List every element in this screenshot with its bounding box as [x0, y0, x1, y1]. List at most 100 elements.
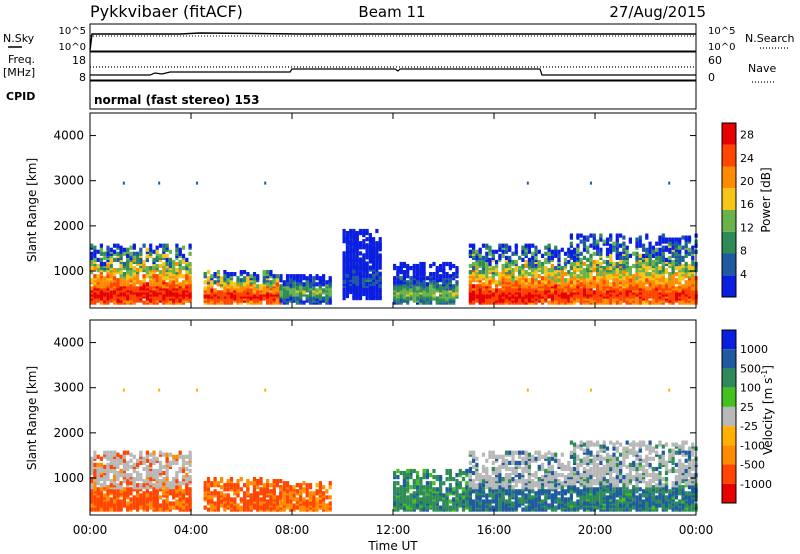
power-cell [378, 237, 382, 242]
power-cell [322, 288, 326, 293]
power-cell [419, 261, 423, 267]
power-cell [573, 284, 577, 289]
power-cell [615, 280, 619, 285]
nave-tick-low: 0 [708, 71, 715, 84]
power-cell [534, 249, 538, 254]
velocity-cell [103, 503, 107, 508]
power-cell [308, 296, 313, 301]
velocity-cell [537, 507, 541, 512]
velocity-cell [126, 487, 130, 492]
velocity-cell [149, 501, 153, 506]
freq-trace [90, 68, 696, 76]
power-cell [664, 257, 669, 262]
velocity-cell [544, 505, 548, 510]
velocity-cell [129, 473, 133, 478]
power-cell [550, 263, 554, 269]
power-cell [229, 272, 234, 277]
power-cell [109, 282, 113, 287]
freq-tick-high: 18 [72, 54, 86, 67]
velocity-cell [524, 450, 528, 455]
velocity-cell [256, 491, 260, 496]
velocity-cell [216, 491, 220, 496]
power-cell [90, 266, 94, 271]
velocity-cell [220, 477, 224, 482]
power-cell [178, 247, 182, 252]
velocity-cell [524, 479, 528, 484]
velocity-cell [567, 460, 571, 465]
power-cell [514, 276, 518, 281]
power-cell [628, 284, 632, 289]
velocity-cell [531, 495, 535, 500]
velocity-cell [481, 479, 486, 484]
velocity-cell [149, 470, 153, 476]
nave-tick-high: 60 [708, 54, 722, 67]
velocity-cell [132, 483, 136, 488]
velocity-cell [481, 487, 486, 492]
power-cell [518, 284, 522, 289]
velocity-cell [458, 493, 462, 498]
velocity-cell [262, 487, 266, 492]
power-cell [422, 280, 426, 285]
power-cell [362, 239, 366, 244]
power-cell [302, 300, 306, 305]
power-cell [674, 237, 678, 242]
power-cell [442, 266, 446, 271]
velocity-cell [325, 507, 329, 512]
velocity-cell [145, 499, 149, 504]
power-cell [586, 263, 590, 269]
power-cell [638, 243, 642, 248]
power-cell [468, 270, 472, 275]
velocity-cell [113, 495, 117, 500]
velocity-cell [547, 456, 551, 461]
velocity-cell [162, 470, 166, 476]
velocity-cell [406, 495, 410, 500]
power-cell [488, 245, 492, 250]
velocity-cell [322, 505, 326, 510]
velocity-cell [416, 485, 420, 490]
power-cell [632, 251, 636, 256]
power-cell [252, 276, 257, 281]
velocity-cell [432, 475, 436, 480]
velocity-cell [518, 464, 522, 469]
power-cell [635, 243, 639, 248]
power-cell [596, 259, 600, 265]
velocity-cell [172, 477, 176, 482]
velocity-cell [145, 450, 149, 455]
power-cell [289, 274, 293, 279]
velocity-cell [544, 468, 548, 474]
power-cell [501, 263, 505, 269]
power-cell [406, 263, 410, 269]
power-cell [481, 263, 486, 269]
velocity-cell [210, 495, 214, 500]
velocity-cell [181, 481, 186, 486]
velocity-cell [501, 487, 505, 492]
velocity-cell [491, 450, 495, 455]
power-cell [393, 263, 397, 269]
power-cell [279, 290, 283, 295]
velocity-cell [236, 479, 240, 484]
power-cell [358, 228, 363, 234]
power-cell [152, 280, 156, 285]
velocity-cell [129, 458, 133, 463]
velocity-cell [136, 489, 140, 494]
power-cell [668, 247, 672, 252]
power-cell [481, 243, 486, 248]
velocity-cell [282, 499, 286, 504]
power-cell [210, 274, 214, 279]
velocity-cell [468, 487, 472, 492]
velocity-cell [93, 468, 97, 474]
power-cell [681, 284, 685, 289]
power-cell [674, 296, 678, 301]
power-cell [358, 231, 363, 236]
power-cell [266, 270, 270, 275]
velocity-cell [406, 468, 410, 474]
power-cell [579, 300, 583, 305]
velocity-cell [554, 483, 558, 488]
velocity-cell [185, 497, 189, 502]
velocity-cell [305, 483, 309, 488]
velocity-cell [495, 499, 499, 504]
velocity-cell [504, 499, 509, 504]
velocity-cell [308, 491, 313, 496]
velocity-cell [126, 460, 130, 465]
power-cell [292, 292, 296, 297]
